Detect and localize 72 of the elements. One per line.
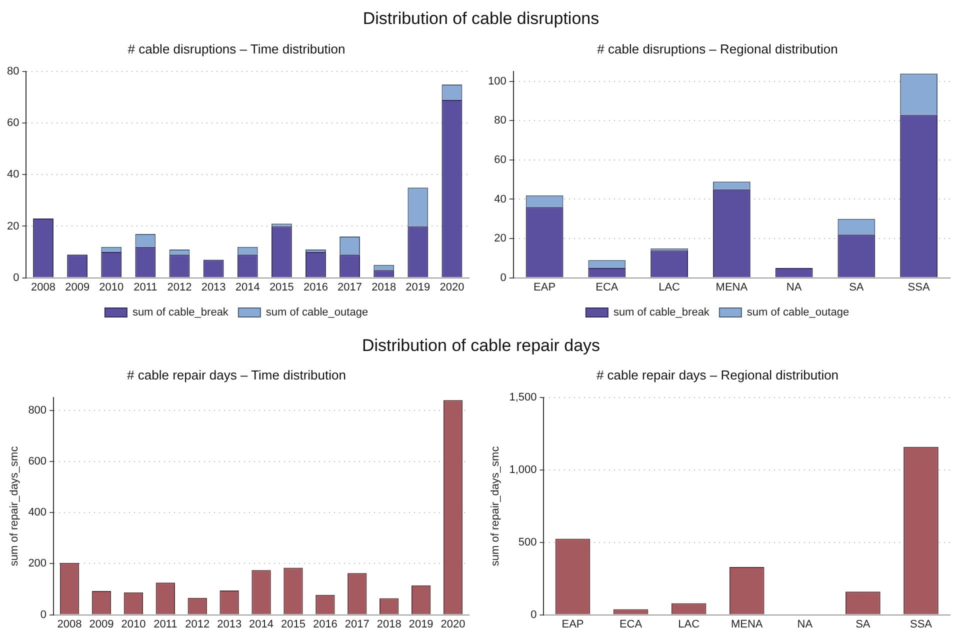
x-tick-label: 2019 bbox=[406, 281, 430, 294]
x-tick-label: 2010 bbox=[99, 281, 124, 294]
x-tick-label: 2009 bbox=[89, 618, 114, 630]
chart-title: # cable disruptions – Time distribution bbox=[128, 41, 346, 56]
y-tick-label: 400 bbox=[28, 506, 47, 519]
y-tick-label: 1,500 bbox=[509, 392, 537, 404]
y-tick-label: 0 bbox=[500, 272, 506, 284]
x-tick-label: 2018 bbox=[376, 618, 402, 630]
y-tick-label: 60 bbox=[6, 117, 20, 130]
y-tick-label: 0 bbox=[13, 272, 20, 284]
y-tick-label: 40 bbox=[494, 193, 506, 206]
y-tick-label: 600 bbox=[28, 456, 47, 468]
text: Distribution of cable disruptions bbox=[362, 9, 600, 29]
x-tick-label: 2017 bbox=[344, 618, 370, 630]
x-tick-label: 2016 bbox=[312, 618, 338, 630]
chart-title: # cable repair days – Regional distribution bbox=[596, 367, 839, 382]
y-tick-label: 0 bbox=[40, 608, 47, 621]
x-tick-label: 2018 bbox=[372, 281, 396, 294]
x-tick-label: 2014 bbox=[235, 281, 260, 294]
x-tick-label: SSA bbox=[910, 618, 933, 630]
x-tick-label: 2008 bbox=[31, 281, 56, 294]
text: Distribution of cable repair days bbox=[362, 336, 600, 356]
x-tick-label: 2013 bbox=[201, 281, 226, 294]
x-tick-label: 2020 bbox=[440, 281, 464, 294]
x-tick-label: SA bbox=[849, 281, 864, 294]
legend-label: sum of cable_break bbox=[613, 306, 710, 319]
y-tick-label: 80 bbox=[6, 66, 20, 78]
x-tick-label: 2010 bbox=[121, 618, 146, 630]
y-axis-title: sum of repair_days_smc bbox=[8, 446, 21, 566]
x-tick-label: 2012 bbox=[185, 618, 210, 630]
y-tick-label: 200 bbox=[28, 558, 47, 570]
legend-label: sum of cable_outage bbox=[266, 306, 368, 319]
x-tick-label: NA bbox=[786, 281, 802, 294]
chart-title: # cable disruptions – Regional distribution bbox=[597, 41, 838, 56]
y-tick-label: 60 bbox=[494, 154, 506, 166]
x-tick-label: 2011 bbox=[134, 281, 158, 294]
x-tick-label: MENA bbox=[730, 618, 764, 630]
y-tick-label: 40 bbox=[6, 168, 20, 181]
x-tick-label: EAP bbox=[534, 281, 556, 294]
x-tick-label: 2016 bbox=[303, 281, 328, 294]
y-tick-label: 20 bbox=[494, 232, 506, 245]
x-tick-label: 2019 bbox=[408, 618, 434, 630]
legend-label: sum of cable_break bbox=[132, 306, 229, 319]
y-tick-label: 800 bbox=[28, 404, 47, 416]
y-tick-label: 500 bbox=[518, 536, 537, 548]
chart-title: # cable repair days – Time distribution bbox=[127, 367, 346, 382]
y-axis-title: sum of repair_days_smc bbox=[490, 446, 502, 566]
x-tick-label: 2009 bbox=[65, 281, 90, 294]
y-tick-label: 100 bbox=[488, 75, 506, 88]
x-tick-label: LAC bbox=[678, 618, 700, 630]
x-tick-label: NA bbox=[797, 618, 814, 630]
x-tick-label: LAC bbox=[658, 281, 680, 294]
x-tick-label: EAP bbox=[562, 618, 584, 630]
x-tick-label: 2015 bbox=[280, 618, 306, 630]
x-tick-label: ECA bbox=[619, 618, 643, 630]
x-tick-label: SSA bbox=[908, 281, 930, 294]
x-tick-label: 2020 bbox=[440, 618, 466, 630]
y-tick-label: 1,000 bbox=[509, 464, 537, 476]
x-tick-label: 2008 bbox=[57, 618, 82, 630]
x-tick-label: SA bbox=[856, 618, 871, 630]
x-tick-label: 2015 bbox=[269, 281, 294, 294]
x-tick-label: 2012 bbox=[167, 281, 192, 294]
y-tick-label: 80 bbox=[494, 114, 506, 127]
y-tick-label: 20 bbox=[6, 220, 20, 232]
x-tick-label: MENA bbox=[716, 281, 748, 294]
x-tick-label: 2013 bbox=[217, 618, 242, 630]
legend-label: sum of cable_outage bbox=[746, 306, 850, 319]
y-tick-label: 0 bbox=[530, 608, 537, 621]
x-tick-label: ECA bbox=[596, 281, 619, 294]
x-tick-label: 2011 bbox=[154, 618, 178, 630]
x-tick-label: 2017 bbox=[338, 281, 362, 294]
x-tick-label: 2014 bbox=[249, 618, 274, 630]
